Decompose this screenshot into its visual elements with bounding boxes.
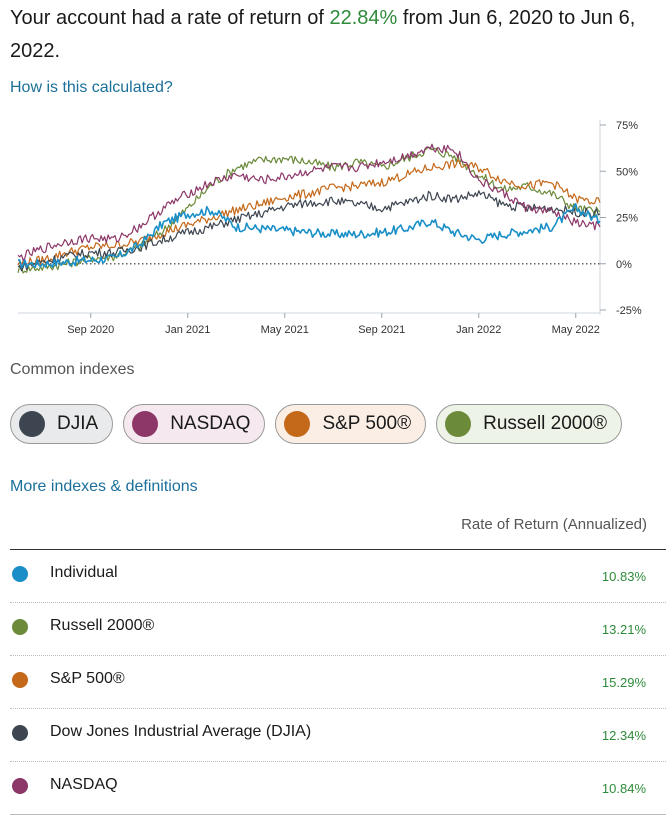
series-color-dot [12,778,28,794]
y-tick-label: 75% [616,120,638,132]
headline-prefix: Your account had a rate of return of [10,7,330,29]
index-chips: DJIA NASDAQ S&P 500® Russell 2000® [10,404,622,444]
series-line-individual [17,203,601,269]
y-tick-label: 0% [616,259,632,271]
return-headline: Your account had a rate of return of 22.… [10,2,660,68]
chip-label: Russell 2000® [483,413,607,434]
y-tick-label: 25% [616,213,638,225]
chip-label: NASDAQ [170,413,251,434]
x-tick-label: May 2021 [261,324,309,336]
series-color-dot [12,725,28,741]
row-value: 13.21% [601,622,646,637]
table-row: S&P 500® 15.29% [10,656,666,709]
y-tick-label: 50% [616,166,638,178]
returns-table: Individual 10.83% Russell 2000® 13.21% S&P 5… [10,549,666,815]
table-row: Dow Jones Industrial Average (DJIA) 12.34… [10,709,666,762]
table-row: Individual 10.83% [10,550,666,603]
row-name: Dow Jones Industrial Average (DJIA) [50,723,312,740]
index-chip-nasdaq[interactable]: NASDAQ [123,404,266,444]
y-tick-label: -25% [616,305,642,317]
index-chip-russell-2000[interactable]: Russell 2000® [436,404,622,444]
common-indexes-title: Common indexes [10,361,135,378]
row-value: 10.83% [601,569,646,584]
headline-suffix: from Jun 6, 2020 to Jun 6, 2022. [10,7,636,62]
chip-color-dot [284,411,311,437]
x-tick-label: Jan 2022 [456,324,501,336]
row-name: NASDAQ [50,776,118,793]
x-tick-label: Jan 2021 [165,324,210,336]
series-color-dot [12,619,28,635]
chip-color-dot [132,411,159,437]
series-line-s-p-500 [17,159,601,268]
x-tick-label: May 2022 [552,324,600,336]
row-value: 12.34% [601,728,646,743]
more-indexes-link[interactable]: More indexes & definitions [10,478,198,495]
how-calculated-link[interactable]: How is this calculated? [10,79,173,96]
chip-color-dot [445,411,472,437]
chip-label: DJIA [57,413,99,434]
row-value: 15.29% [601,675,646,690]
series-line-nasdaq [17,143,601,261]
performance-chart: 75% 50% 25% 0% -25% Sep 2020 Jan 2021 May 2021 S… [17,120,642,336]
row-name: Russell 2000® [50,617,155,634]
chip-color-dot [19,411,45,437]
series-color-dot [12,566,28,582]
row-value: 10.84% [601,781,646,796]
index-chip-djia[interactable]: DJIA [10,404,114,444]
row-name: S&P 500® [50,670,125,687]
row-name: Individual [50,564,118,581]
table-row: Russell 2000® 13.21% [10,603,666,656]
index-chip-s-p-500[interactable]: S&P 500® [275,404,427,444]
x-tick-label: Sep 2021 [358,324,405,336]
headline-rate: 22.84% [329,7,398,29]
rate-of-return-header: Rate of Return (Annualized) [461,516,647,533]
series-color-dot [12,672,28,688]
x-tick-label: Sep 2020 [67,324,114,336]
table-row: NASDAQ 10.84% [10,762,666,815]
chip-label: S&P 500® [322,413,412,434]
